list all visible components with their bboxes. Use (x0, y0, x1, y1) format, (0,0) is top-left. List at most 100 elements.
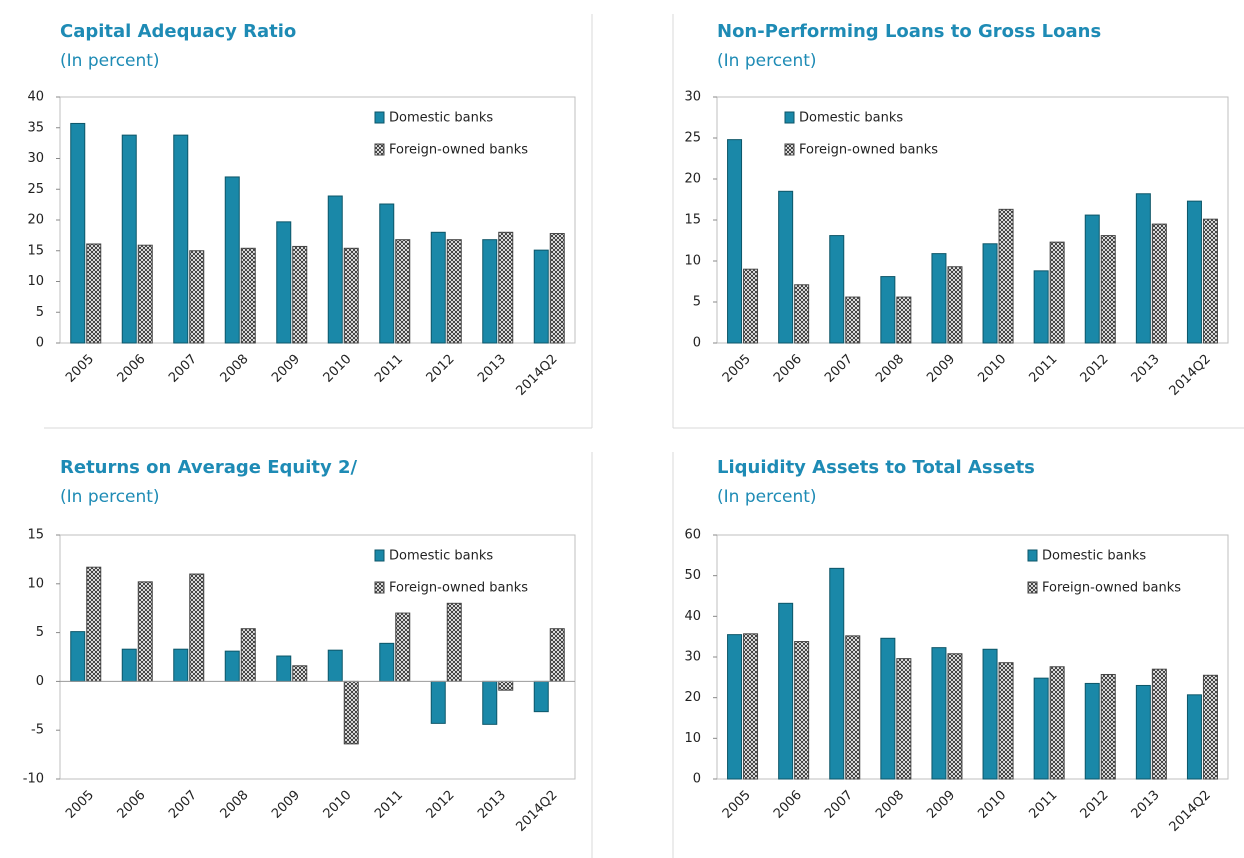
bar (727, 139, 743, 344)
bar (292, 665, 308, 682)
x-tick-label: 2014Q2 (513, 788, 560, 835)
x-tick-label: 2013 (475, 352, 509, 386)
bar (446, 602, 462, 682)
chart-subtitle: (In percent) (60, 487, 160, 507)
x-tick-label: 2010 (975, 352, 1009, 386)
y-tick-label: 50 (684, 568, 701, 583)
bar (276, 655, 292, 682)
bar (778, 602, 794, 780)
bar (549, 628, 565, 682)
bar (1202, 218, 1218, 344)
bar (880, 276, 896, 344)
y-tick-label: 5 (36, 305, 44, 320)
chart-title: Capital Adequacy Ratio (60, 21, 296, 42)
x-tick-label: 2005 (63, 352, 97, 386)
bar (931, 647, 947, 780)
bar (1100, 235, 1116, 344)
y-tick-label: 30 (27, 151, 44, 166)
bar (276, 221, 292, 344)
x-tick-label: 2007 (822, 352, 856, 386)
y-tick-label: 0 (36, 336, 44, 351)
bar (224, 176, 240, 344)
x-tick-label: 2008 (218, 788, 252, 822)
bar (1084, 214, 1100, 344)
y-tick-label: -10 (23, 772, 44, 787)
legend-label: Foreign-owned banks (389, 143, 528, 158)
y-tick-label: 0 (693, 336, 701, 351)
legend-swatch (374, 111, 385, 124)
bar (533, 680, 549, 713)
bar (998, 662, 1014, 780)
x-tick-label: 2005 (720, 788, 754, 822)
plot-area (59, 534, 576, 780)
bar (446, 239, 462, 344)
bar (430, 680, 446, 724)
legend-label: Domestic banks (1042, 549, 1146, 564)
chart-title: Liquidity Assets to Total Assets (717, 457, 1035, 478)
legend-swatch (784, 111, 795, 124)
bar (1049, 666, 1065, 780)
x-tick-label: 2009 (269, 788, 303, 822)
chart-subtitle: (In percent) (717, 487, 817, 507)
y-tick-label: 15 (27, 243, 44, 258)
bar (240, 628, 256, 682)
legend-label: Domestic banks (389, 549, 493, 564)
bar (1151, 223, 1167, 344)
bar (327, 195, 343, 344)
bar (880, 637, 896, 780)
bar (896, 658, 912, 780)
x-tick-label: 2011 (1026, 352, 1060, 386)
bar (743, 268, 759, 344)
bar (343, 247, 359, 344)
y-tick-label: 40 (684, 609, 701, 624)
bar (137, 581, 153, 682)
bar (829, 235, 845, 344)
chart-subtitle: (In percent) (717, 51, 817, 71)
x-tick-label: 2013 (1129, 788, 1163, 822)
bar (947, 266, 963, 344)
bar (982, 648, 998, 780)
bar (430, 231, 446, 344)
bar (1202, 674, 1218, 780)
bar (533, 249, 549, 344)
legend-swatch (374, 549, 385, 562)
bar (379, 642, 395, 682)
y-tick-label: 15 (684, 213, 701, 228)
bar (845, 635, 861, 780)
legend-swatch (374, 581, 385, 594)
x-tick-label: 2008 (873, 352, 907, 386)
x-tick-label: 2009 (924, 788, 958, 822)
y-tick-label: 10 (27, 576, 44, 591)
bar (829, 567, 845, 780)
bar (379, 203, 395, 344)
bar (395, 612, 411, 682)
x-tick-label: 2006 (771, 352, 805, 386)
x-tick-label: 2009 (924, 352, 958, 386)
legend-label: Foreign-owned banks (389, 581, 528, 596)
x-tick-label: 2011 (372, 352, 406, 386)
x-tick-label: 2011 (372, 788, 406, 822)
bar (482, 680, 498, 725)
bar (189, 573, 205, 682)
bar (292, 245, 308, 344)
x-tick-label: 2010 (975, 788, 1009, 822)
x-tick-label: 2005 (720, 352, 754, 386)
bar (982, 243, 998, 344)
x-tick-label: 2010 (321, 352, 355, 386)
x-tick-label: 2014Q2 (1167, 788, 1214, 835)
x-tick-label: 2014Q2 (1167, 352, 1214, 399)
plot-area (716, 96, 1229, 344)
bar (70, 631, 86, 682)
legend-swatch (374, 143, 385, 156)
bar (343, 680, 359, 745)
y-tick-label: 20 (684, 172, 701, 187)
x-tick-label: 2012 (424, 788, 458, 822)
plot-area (716, 534, 1229, 780)
y-tick-label: 0 (36, 674, 44, 689)
bar (121, 134, 137, 344)
y-tick-label: 35 (27, 120, 44, 135)
legend-swatch (1027, 549, 1038, 562)
y-tick-label: 15 (27, 528, 44, 543)
bar (778, 190, 794, 344)
